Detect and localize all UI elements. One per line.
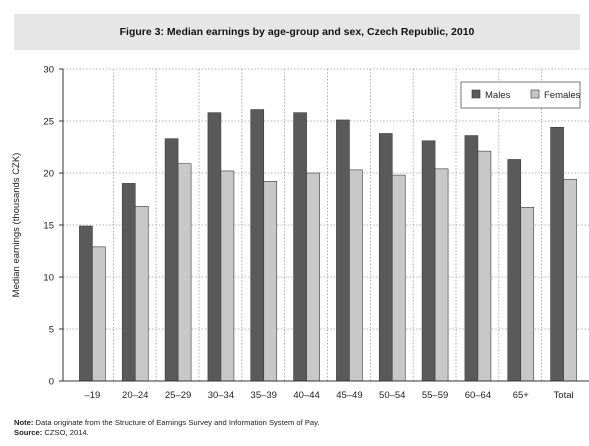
x-tick-label: 60–64	[465, 390, 491, 401]
x-tick-label: 55–59	[422, 390, 448, 401]
y-tick-label: 30	[43, 65, 54, 76]
y-tick-label: 15	[43, 221, 54, 232]
note-line: Note: Data originate from the Structure …	[14, 418, 319, 428]
legend-swatch-males	[471, 89, 481, 99]
bar-females-7	[391, 174, 406, 382]
bar-males-6	[336, 119, 350, 382]
x-tick-label: 40–44	[293, 390, 319, 401]
y-axis-label: Median earnings (thousands CZK)	[11, 153, 22, 298]
x-tick-label: 50–54	[379, 390, 405, 401]
bar-females-4	[263, 181, 278, 382]
y-tick-label: 25	[43, 117, 54, 128]
bar-females-8	[434, 168, 449, 382]
bar-males-10	[507, 159, 522, 382]
bar-males-0	[79, 225, 93, 382]
figure-notes: Note: Data originate from the Structure …	[14, 418, 319, 438]
bar-females-10	[520, 207, 535, 382]
figure-title: Figure 3: Median earnings by age-group a…	[120, 26, 475, 38]
bar-males-5	[293, 112, 307, 382]
source-line: Source: CZSO, 2014.	[14, 428, 319, 438]
source-label: Source:	[14, 428, 43, 437]
y-tick-label: 0	[49, 377, 54, 388]
x-tick-label: 45–49	[336, 390, 362, 401]
bar-males-7	[378, 133, 393, 382]
axes: 0 5 10 15 20 25 30 –19 20–24 25–29 30–34 35–39 40–44…	[11, 65, 589, 401]
y-tick-label: 5	[49, 325, 54, 336]
gridlines	[63, 68, 589, 381]
bar-females-11	[563, 178, 577, 382]
bar-females-2	[177, 163, 192, 382]
bar-males-2	[164, 138, 179, 382]
bar-females-6	[349, 169, 363, 382]
bar-males-1	[121, 183, 136, 382]
bar-females-1	[134, 205, 149, 382]
bars	[79, 109, 577, 382]
legend-label-females: Females	[544, 90, 581, 101]
legend: Males Females	[460, 81, 581, 109]
source-text: CZSO, 2014.	[44, 428, 89, 437]
bar-males-11	[550, 126, 564, 382]
x-tick-label: 65+	[513, 390, 530, 401]
y-tick-label: 10	[43, 273, 54, 284]
x-tick-label: 35–39	[251, 390, 277, 401]
bar-males-3	[207, 112, 222, 382]
note-text: Data originate from the Structure of Ear…	[35, 418, 320, 427]
x-tick-label: 20–24	[122, 390, 148, 401]
legend-swatch-females	[530, 89, 540, 99]
bar-males-8	[421, 140, 436, 382]
legend-box	[460, 81, 581, 109]
bar-females-9	[477, 150, 492, 382]
x-tick-label: Total	[554, 390, 574, 401]
bar-females-0	[92, 246, 106, 382]
legend-label-males: Males	[485, 90, 511, 101]
note-label: Note:	[14, 418, 34, 427]
figure-title-box: Figure 3: Median earnings by age-group a…	[14, 14, 580, 50]
y-tick-label: 20	[43, 169, 54, 180]
x-tick-label: 30–34	[208, 390, 234, 401]
x-tick-label: –19	[84, 390, 100, 401]
bar-males-4	[250, 109, 265, 382]
bar-females-3	[220, 170, 235, 382]
bar-females-5	[306, 172, 320, 382]
x-tick-label: 25–29	[165, 390, 191, 401]
figure-label: Figure 3:	[119, 26, 164, 38]
bar-males-9	[464, 135, 479, 382]
figure-title-text: Median earnings by age-group and sex, Cz…	[166, 26, 475, 38]
